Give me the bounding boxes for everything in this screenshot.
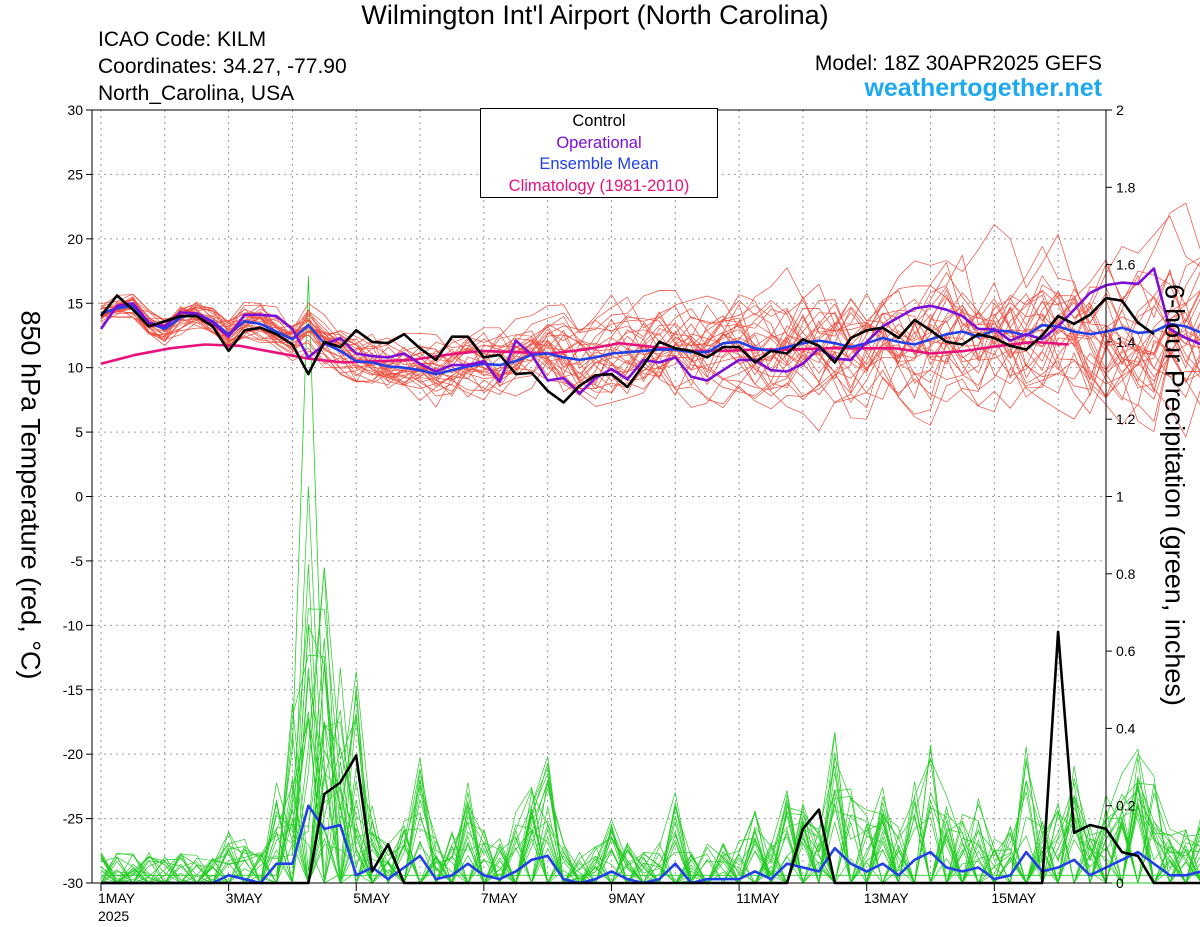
y-left-tick-label: -25 xyxy=(63,811,83,827)
x-tick-label: 1MAY xyxy=(98,890,136,906)
y-right-tick-label: 1 xyxy=(1116,489,1124,505)
legend-control: Control xyxy=(572,112,626,130)
y-right-tick-label: 0.4 xyxy=(1116,720,1136,736)
temp-member-line xyxy=(100,223,1200,399)
legend-ensemble-mean: Ensemble Mean xyxy=(539,155,659,173)
location: North_Carolina, USA xyxy=(98,82,295,105)
precip-member-line xyxy=(101,276,1200,876)
temp-member-line xyxy=(100,263,1200,407)
y-right-tick-label: 0.6 xyxy=(1116,643,1136,659)
series-control-precipitation xyxy=(101,630,1200,885)
plot-frame xyxy=(91,109,1107,884)
y-right-tick-label: 1.6 xyxy=(1116,257,1136,273)
precip-member-line xyxy=(100,766,1200,885)
precip-member-line xyxy=(100,608,1200,885)
x-tick-label: 9MAY xyxy=(608,890,646,906)
grid-lines xyxy=(92,109,1106,884)
legend-operational: Operational xyxy=(556,133,642,152)
precip-member-line xyxy=(101,567,1200,885)
coordinates: Coordinates: 34.27, -77.90 xyxy=(98,55,347,78)
icao-code: ICAO Code: KILM xyxy=(98,28,267,51)
y-right-tick-label: 0 xyxy=(1116,875,1124,891)
ensemble-member-temp-lines xyxy=(100,202,1200,438)
y-left-tick-label: -5 xyxy=(71,553,84,569)
y-left-tick-label: -10 xyxy=(63,617,83,633)
precip-member-line xyxy=(101,676,1200,885)
series-control xyxy=(99,294,1155,404)
y-axis-right-label: 6-hour Precipitation (green, inches) xyxy=(1159,284,1190,706)
x-tick-label: 13MAY xyxy=(864,890,910,906)
main-series-lines xyxy=(99,267,1200,885)
model-run: Model: 18Z 30APR2025 GEFS xyxy=(814,52,1102,75)
x-tick-label: 3MAY xyxy=(226,890,264,906)
chart-title: Wilmington Int'l Airport (North Carolina… xyxy=(361,0,829,30)
series-ensemble-mean xyxy=(100,304,1200,376)
y-axis-left-label: 850 hPa Temperature (red, °C) xyxy=(15,310,46,680)
temp-member-line xyxy=(100,202,1200,420)
temp-member-line xyxy=(100,285,1200,415)
y-right-tick-label: 1.2 xyxy=(1116,411,1136,427)
x-tick-label: 15MAY xyxy=(991,890,1037,906)
y-left-tick-label: 15 xyxy=(67,295,83,311)
y-left-tick-label: 0 xyxy=(75,489,83,505)
y-left-tick-label: 30 xyxy=(67,102,83,118)
precip-member-line xyxy=(101,567,1200,885)
x-tick-label: 11MAY xyxy=(736,890,780,906)
y-left-tick-label: 10 xyxy=(67,360,83,376)
precip-member-line xyxy=(100,671,1200,885)
series-operational xyxy=(99,267,1200,395)
legend-climatology: Climatology (1981-2010) xyxy=(508,176,690,195)
y-left-tick-label: -30 xyxy=(63,875,83,891)
y-left-tick-label: 5 xyxy=(75,424,83,440)
temp-member-line xyxy=(100,257,1200,415)
y-left-tick-label: -15 xyxy=(63,682,83,698)
y-right-tick-label: 2 xyxy=(1116,102,1124,118)
axis-ticks: 302520151050-5-10-15-20-25-3021.81.61.41… xyxy=(63,102,1136,924)
y-left-tick-label: -20 xyxy=(63,746,83,762)
y-right-tick-label: 0.8 xyxy=(1116,566,1136,582)
precip-member-line xyxy=(100,564,1200,885)
x-tick-year: 2025 xyxy=(98,908,129,924)
y-right-tick-label: 1.8 xyxy=(1116,179,1136,195)
x-tick-label: 7MAY xyxy=(481,890,519,906)
temp-member-line xyxy=(100,258,1200,389)
series-ensemble-mean-precipitation xyxy=(101,804,1200,885)
series-climatology-1981-2010 xyxy=(100,340,1069,366)
y-left-tick-label: 20 xyxy=(67,231,83,247)
x-tick-label: 5MAY xyxy=(353,890,391,906)
temp-member-line xyxy=(100,286,1200,420)
legend: Control Operational Ensemble Mean Climat… xyxy=(480,108,718,198)
y-right-tick-label: 1.4 xyxy=(1116,334,1136,350)
site-brand[interactable]: weathertogether.net xyxy=(864,74,1102,102)
y-right-tick-label: 0.2 xyxy=(1116,798,1136,814)
y-left-tick-label: 25 xyxy=(67,166,83,182)
